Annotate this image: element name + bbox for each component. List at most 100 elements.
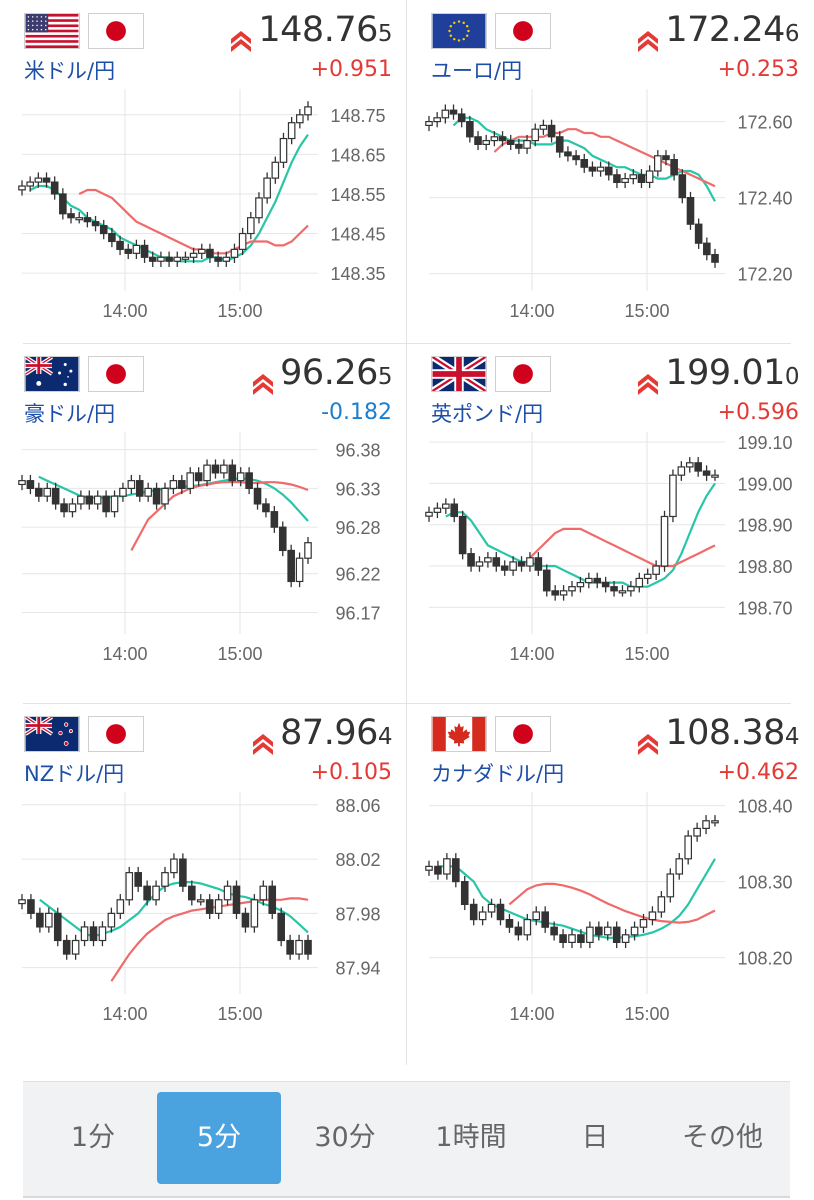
timeframe-tab[interactable]: 5分 xyxy=(157,1092,281,1184)
candle xyxy=(263,172,271,204)
candle xyxy=(466,115,474,143)
candle xyxy=(253,482,262,510)
price-main: 96.26 xyxy=(280,353,378,393)
candle xyxy=(452,853,460,888)
candle xyxy=(75,212,84,224)
candle xyxy=(630,921,639,941)
pair-panel[interactable]: カナダドル/円 108.384 +0.462 14:00 15:00 108.40 108.… xyxy=(407,703,814,1063)
candle xyxy=(93,490,102,510)
candle xyxy=(596,161,605,177)
y-tick-label: 148.55 xyxy=(330,185,385,205)
eu-flag-icon xyxy=(431,13,487,49)
price-last-digit: 0 xyxy=(784,364,800,390)
candle xyxy=(107,907,116,933)
candle xyxy=(703,237,711,261)
candle xyxy=(277,907,285,947)
candle xyxy=(51,482,60,510)
candle xyxy=(262,498,270,518)
double-chevron-up-icon xyxy=(635,369,661,395)
price-change: +0.253 xyxy=(717,57,799,82)
candle xyxy=(702,815,710,835)
pair-panel[interactable]: 米ドル/円 148.765 +0.951 14:00 15:00 148.75 148.65… xyxy=(0,0,407,360)
candle xyxy=(236,467,245,487)
price-main: 172.24 xyxy=(665,10,785,50)
candle xyxy=(83,212,92,228)
candle xyxy=(271,156,280,184)
pair-price: 96.265 xyxy=(280,353,392,393)
candle xyxy=(148,251,157,267)
y-tick-label: 172.40 xyxy=(737,189,792,209)
long-ma-line xyxy=(529,527,716,568)
japan-flag-icon xyxy=(88,716,144,752)
candle xyxy=(85,490,94,510)
candle xyxy=(157,251,165,267)
candle xyxy=(152,880,160,906)
pair-panel[interactable]: NZドル/円 87.964 +0.105 14:00 15:00 88.06 88.02 87… xyxy=(0,703,407,1063)
pair-price: 172.246 xyxy=(665,10,799,50)
long-ma-line xyxy=(78,188,309,255)
y-tick-label: 148.45 xyxy=(330,225,385,245)
candle xyxy=(460,875,469,911)
candle xyxy=(531,123,540,147)
timeframe-tabbar: 1分 5分 30分 1時間 日 その他 xyxy=(23,1081,790,1197)
pair-name: カナダドル/円 xyxy=(431,762,565,786)
candle xyxy=(449,104,458,120)
y-tick-label: 148.65 xyxy=(330,145,385,165)
candle xyxy=(286,934,294,960)
candle xyxy=(621,172,629,189)
candle xyxy=(654,150,662,177)
candle xyxy=(36,907,44,933)
y-tick-label: 198.90 xyxy=(737,516,792,536)
x-tick-label: 14:00 xyxy=(509,644,554,664)
candle xyxy=(662,150,670,166)
x-tick-label: 15:00 xyxy=(624,301,669,321)
candle xyxy=(245,467,253,495)
price-main: 148.76 xyxy=(258,10,378,50)
candle xyxy=(144,482,152,502)
candle xyxy=(618,585,627,597)
timeframe-tab[interactable]: 1時間 xyxy=(435,1122,507,1153)
candle xyxy=(660,510,669,572)
candle xyxy=(188,880,196,906)
y-tick-label: 87.94 xyxy=(335,959,380,979)
candle xyxy=(108,227,116,248)
price-last-digit: 5 xyxy=(377,364,393,390)
candle xyxy=(18,894,26,910)
candle xyxy=(228,459,237,487)
candle xyxy=(635,572,644,593)
pair-price: 148.765 xyxy=(258,10,392,50)
pair-panel[interactable]: ユーロ/円 172.246 +0.253 14:00 15:00 172.60 172.40… xyxy=(407,0,814,360)
price-last-digit: 5 xyxy=(377,21,393,47)
candle xyxy=(26,176,34,192)
candle xyxy=(110,490,119,518)
timeframe-tab[interactable]: 日 xyxy=(581,1122,609,1153)
candle xyxy=(295,552,304,588)
candle xyxy=(523,134,531,154)
timeframe-tab[interactable]: 30分 xyxy=(314,1122,376,1153)
candle xyxy=(241,907,250,933)
pair-panel[interactable]: 豪ドル/円 96.265 -0.182 14:00 15:00 96.38 96.33 96.… xyxy=(0,343,407,703)
candle xyxy=(450,498,459,523)
us-flag-icon xyxy=(24,13,80,49)
timeframe-tab[interactable]: 1分 xyxy=(70,1122,116,1153)
candle xyxy=(42,172,51,188)
pair-panel[interactable]: 英ポンド/円 199.010 +0.596 14:00 15:00 199.10 199.0… xyxy=(407,343,814,703)
candle xyxy=(165,251,173,267)
short-ma-line xyxy=(452,116,716,202)
price-main: 87.96 xyxy=(280,713,378,753)
candle xyxy=(637,169,646,189)
candle xyxy=(27,894,35,920)
candle xyxy=(550,921,558,941)
candle xyxy=(304,101,312,121)
x-tick-label: 15:00 xyxy=(217,301,262,321)
timeframe-tab[interactable]: その他 xyxy=(682,1122,763,1153)
candle xyxy=(26,474,35,495)
pair-price: 108.384 xyxy=(665,713,799,753)
candle xyxy=(68,498,77,518)
candle xyxy=(140,239,149,263)
x-tick-label: 15:00 xyxy=(624,644,669,664)
pair-price: 87.964 xyxy=(280,713,392,753)
candle xyxy=(116,235,124,256)
row-divider xyxy=(407,343,791,344)
candle xyxy=(684,830,692,865)
